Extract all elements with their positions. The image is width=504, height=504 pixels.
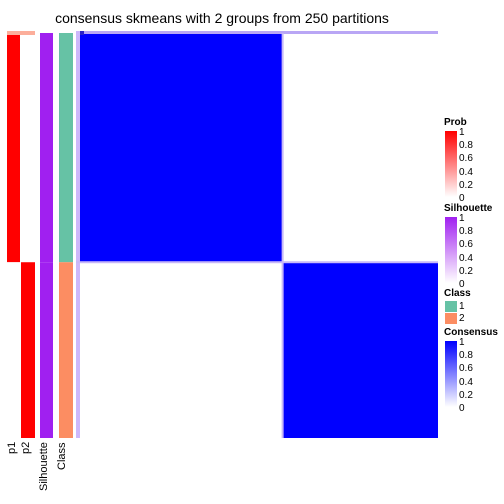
legend-consensus-tick: 0.2 [459, 389, 473, 401]
legend-silhouette-tick: 1 [459, 213, 465, 224]
legend-class-swatch-2 [445, 313, 457, 324]
annotation-class-group-1 [59, 33, 73, 263]
legend-prob-tick: 0.4 [459, 166, 473, 178]
consensus-cell-1-2 [282, 33, 438, 263]
legend-silhouette-tick: 0.4 [459, 252, 473, 264]
legend-prob-gradient [445, 131, 457, 197]
legend-prob-title: Prob [444, 117, 467, 128]
legend-consensus-tick: 0.6 [459, 363, 473, 375]
annotation-p2-group-1 [21, 33, 35, 263]
legend-consensus-gradient [445, 341, 457, 407]
plot-title: consensus skmeans with 2 groups from 250… [55, 10, 389, 26]
annotation-label-silhouette: Silhouette [38, 442, 50, 491]
legend-silhouette-title: Silhouette [444, 203, 493, 214]
legend-silhouette: Silhouette 1 0.8 0.6 0.4 0.2 0 [444, 203, 493, 290]
annotation-class-group-2 [59, 262, 73, 438]
annotation-silhouette-group-2 [40, 262, 53, 438]
consensus-cell-2-2 [282, 262, 438, 438]
annotation-p1-group-2 [7, 262, 20, 438]
legend-consensus-tick: 0 [459, 403, 465, 414]
legend-prob: Prob 1 0.8 0.6 0.4 0.2 0 [444, 117, 473, 204]
top-strip-prob [7, 31, 35, 35]
legend-prob-tick: 0.2 [459, 179, 473, 191]
legend-prob-tick: 0.8 [459, 140, 473, 152]
legend-prob-tick: 0.6 [459, 153, 473, 165]
legend-silhouette-tick: 0.6 [459, 239, 473, 251]
annotation-p1-group-1 [7, 33, 20, 263]
annotation-label-p1: p1 [6, 442, 18, 455]
legend-prob-tick: 1 [459, 127, 465, 138]
legend-class-title: Class [444, 288, 471, 299]
legend-silhouette-tick: 0.2 [459, 265, 473, 277]
legend-consensus-tick: 0.8 [459, 350, 473, 362]
heatmap-corner-mark [80, 31, 84, 35]
legend-silhouette-tick: 0 [459, 279, 465, 290]
annotation-p2-group-2 [21, 262, 35, 438]
legend-prob-tick: 0 [459, 193, 465, 204]
legend-consensus-tick: 1 [459, 337, 465, 348]
annotation-label-p2: p2 [20, 442, 32, 455]
heatmap-top-strip [80, 31, 438, 34]
legend-silhouette-tick: 0.8 [459, 226, 473, 238]
annotation-label-class: Class [56, 442, 68, 470]
group-separator-horizontal [76, 261, 438, 264]
legend-consensus: Consensus 1 0.8 0.6 0.4 0.2 0 [444, 327, 498, 414]
legend-consensus-tick: 0.4 [459, 376, 473, 388]
consensus-cell-2-1 [80, 262, 283, 438]
consensus-cell-1-1 [80, 33, 283, 263]
legend-class-label-2: 2 [459, 313, 465, 324]
heatmap-left-strip [76, 31, 80, 438]
legend-class-swatch-1 [445, 301, 457, 312]
legend-silhouette-gradient [445, 217, 457, 283]
annotation-silhouette-group-1 [40, 33, 53, 263]
legend-class-label-1: 1 [459, 301, 465, 312]
group-separator-vertical [281, 33, 284, 438]
legend-consensus-title: Consensus [444, 327, 498, 338]
